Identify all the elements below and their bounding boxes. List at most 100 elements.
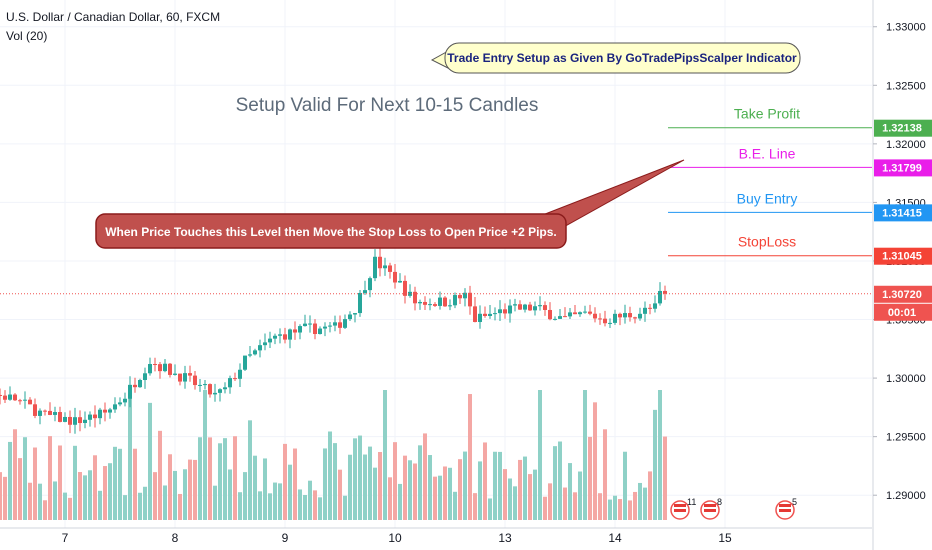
candle-body (13, 394, 17, 401)
candle-body (248, 354, 252, 356)
candle-body (83, 419, 87, 424)
candle-body (43, 410, 47, 412)
candle-body (308, 323, 312, 325)
candles (0, 248, 667, 434)
candle-body (68, 416, 72, 425)
candle-body (73, 417, 77, 425)
volume-bar (178, 493, 182, 520)
volume-bar (338, 469, 342, 520)
volume-bar (33, 447, 37, 520)
candle-body (153, 364, 157, 366)
candle-body (53, 412, 57, 415)
volume-bar (68, 497, 72, 520)
volume-bar (263, 458, 267, 520)
candle-body (383, 265, 387, 269)
candle-body (663, 290, 667, 294)
candle-body (188, 373, 192, 376)
candle-body (553, 318, 557, 320)
candle-body (373, 256, 377, 279)
candle-body (223, 387, 227, 390)
volume-bar (513, 486, 517, 520)
candle-body (653, 303, 657, 309)
volume-bar (388, 477, 392, 520)
volume-bar (583, 390, 587, 520)
candle-body (413, 291, 417, 304)
volume-bar (498, 451, 502, 520)
countdown-badge (874, 303, 932, 321)
current-price-badge (874, 285, 932, 303)
stop-move-box (95, 213, 567, 249)
volume-bar (238, 492, 242, 520)
candle-body (428, 304, 432, 306)
candle-body (533, 306, 537, 311)
candle-body (498, 309, 502, 314)
volume-bar (478, 461, 482, 520)
candle-body (458, 295, 462, 299)
candle-body (108, 409, 112, 413)
candle-body (513, 304, 517, 306)
candle-body (573, 312, 577, 315)
candle-body (118, 402, 122, 405)
volume-bar (343, 495, 347, 520)
candle-body (563, 316, 567, 318)
volume-bar (88, 470, 92, 520)
candle-body (493, 313, 497, 315)
candle-body (348, 314, 352, 320)
event-flag-count: 8 (717, 497, 722, 507)
chart-title: U.S. Dollar / Canadian Dollar, 60, FXCM (6, 10, 221, 24)
candle-body (608, 322, 612, 324)
candle-body (528, 304, 532, 311)
candle-body (418, 301, 422, 304)
time-tick-label: 14 (608, 531, 622, 545)
volume-bar (393, 442, 397, 520)
candle-body (633, 317, 637, 319)
level-price-badge (874, 247, 932, 265)
candle-body (288, 329, 292, 340)
volume-bar (243, 472, 247, 520)
candle-body (178, 373, 182, 382)
candle-body (123, 398, 127, 403)
candle-body (343, 319, 347, 328)
candle-body (658, 290, 662, 304)
candle-body (433, 304, 437, 306)
level-price-badge (874, 119, 932, 137)
volume-bar (308, 480, 312, 520)
volume-bar (348, 454, 352, 520)
candle-body (363, 290, 367, 293)
candle-body (158, 364, 162, 372)
volume-bar (403, 455, 407, 520)
volume-bar (568, 463, 572, 520)
price-tick-label: 1.33000 (886, 22, 926, 34)
volume-bar (548, 483, 552, 520)
level-price-badge (874, 159, 932, 177)
volume-bar (63, 492, 67, 520)
volume-bar (653, 409, 657, 520)
candle-body (453, 295, 457, 306)
candle-body (0, 394, 2, 396)
volume-bar (423, 433, 427, 520)
volume-bar (438, 475, 442, 520)
volume-bar (558, 441, 562, 520)
candle-body (173, 373, 177, 375)
candle-body (278, 334, 282, 336)
level-price-badge (874, 204, 932, 222)
candle-body (253, 350, 257, 355)
candle-body (138, 379, 142, 388)
volume-bar (368, 446, 372, 520)
volume-bar (488, 498, 492, 520)
candle-body (318, 328, 322, 335)
volume-bar (628, 500, 632, 520)
candle-body (478, 313, 482, 322)
event-flag: 11 (670, 497, 696, 520)
time-tick-label: 7 (62, 531, 69, 545)
candle-body (388, 265, 392, 272)
volume-bar (153, 472, 157, 520)
volume-bar (173, 470, 177, 520)
level-price-badge-label: 1.31415 (882, 207, 922, 219)
candle-body (408, 291, 412, 296)
level-label: Take Profit (734, 106, 800, 122)
candle-body (238, 369, 242, 379)
volume-bar (118, 448, 122, 520)
candle-body (333, 322, 337, 326)
